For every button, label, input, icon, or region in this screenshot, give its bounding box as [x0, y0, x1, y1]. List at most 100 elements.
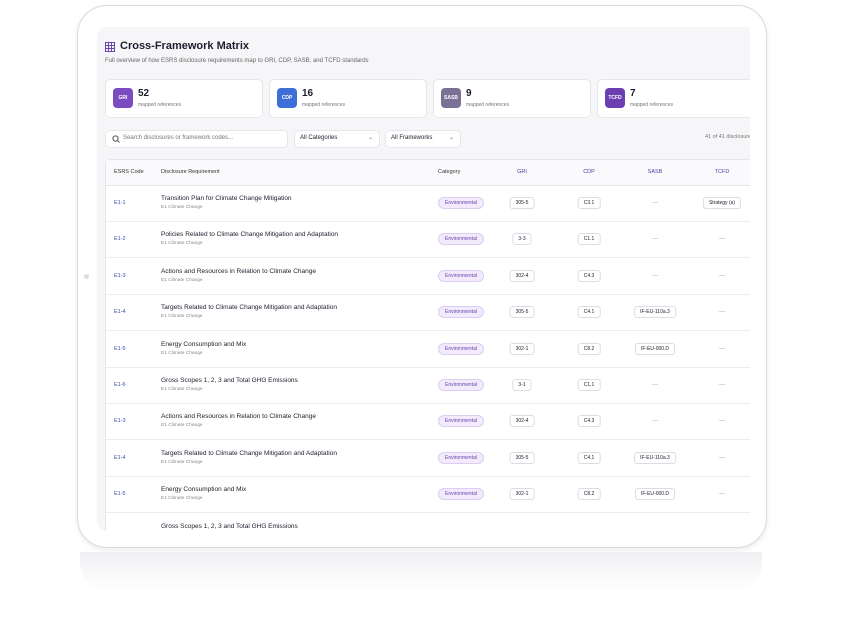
- requirement: Transition Plan for Climate Change Mitig…: [161, 195, 292, 202]
- code-pill: IF-EU-000.D: [634, 488, 676, 501]
- code-pill: C3.1: [577, 197, 601, 209]
- code-pill: C4.1: [577, 451, 601, 464]
- esrs-code: E1-4: [114, 454, 126, 461]
- row-divider: [106, 512, 750, 514]
- esrs-code: E1-6: [114, 382, 126, 388]
- empty-cell: —: [719, 309, 725, 316]
- topic: E1 Climate Change: [161, 241, 203, 247]
- row-divider: [106, 475, 750, 477]
- category-pill: Environmental: [438, 379, 484, 391]
- screen: Cross-Framework Matrix Full overview of …: [97, 27, 750, 531]
- code-pill: C8.2: [577, 488, 601, 501]
- requirement: Energy Consumption and Mix: [161, 486, 247, 494]
- empty-cell: —: [719, 382, 725, 388]
- empty-cell: —: [719, 236, 725, 243]
- column-header: Disclosure Requirement: [161, 169, 220, 175]
- esrs-code: E1-5: [114, 345, 126, 352]
- code-pill: 302-1: [509, 488, 535, 501]
- row-divider: [106, 257, 750, 259]
- code-pill: C4.3: [577, 269, 601, 282]
- header-row: [106, 160, 750, 186]
- code-pill: Strategy (a): [702, 197, 742, 209]
- category-pill: Environmental: [438, 197, 484, 209]
- stat-card: SASB 9 mapped references: [433, 79, 591, 118]
- topic: E1 Climate Change: [161, 423, 203, 429]
- reflection: [80, 552, 762, 592]
- search[interactable]: Search disclosures or framework codes...: [105, 130, 288, 148]
- empty-cell: —: [652, 236, 658, 243]
- requirement: Targets Related to Climate Change Mitiga…: [161, 449, 337, 457]
- requirement: Actions and Resources in Relation to Cli…: [161, 413, 317, 421]
- code-pill: 305-5: [509, 306, 535, 319]
- requirement: Energy Consumption and Mix: [161, 340, 247, 348]
- stat-badge: TCFD: [605, 88, 625, 108]
- column-header: TCFD: [714, 169, 730, 175]
- stat-label: mapped references: [138, 102, 182, 108]
- requirement: Targets Related to Climate Change Mitiga…: [161, 304, 337, 312]
- code-pill: 302-4: [509, 415, 535, 428]
- requirement: Policies Related to Climate Change Mitig…: [161, 231, 339, 239]
- code-pill: C8.2: [577, 342, 601, 355]
- stat-label: mapped references: [630, 102, 674, 108]
- filter-dropdown[interactable]: All Frameworks ⌄: [385, 130, 461, 148]
- code-pill: 3-3: [512, 233, 532, 246]
- stat-count: 7: [630, 88, 636, 99]
- chevron: ⌄: [367, 135, 373, 141]
- code-pill: IF-EU-110a.3: [634, 451, 676, 464]
- filter-label: All Frameworks: [391, 135, 433, 141]
- empty-cell: —: [652, 200, 658, 206]
- esrs-code: E1-1: [114, 200, 126, 206]
- category-pill: Environmental: [438, 269, 484, 282]
- row-divider: [106, 403, 750, 404]
- empty-cell: —: [719, 345, 725, 352]
- topic: E1 Climate Change: [161, 387, 203, 392]
- category-pill: Environmental: [438, 306, 484, 319]
- column-header: CDP: [583, 169, 595, 175]
- requirement: Gross Scopes 1, 2, 3 and Total GHG Emiss…: [161, 522, 298, 530]
- stat-badge: CDP: [277, 88, 297, 108]
- requirement: Actions and Resources in Relation to Cli…: [161, 267, 317, 275]
- code-pill: 302-4: [509, 269, 535, 282]
- row-divider: [106, 366, 750, 368]
- esrs-code: E1-5: [114, 491, 126, 498]
- row-divider: [106, 330, 750, 332]
- empty-cell: —: [652, 382, 658, 388]
- topic: E1 Climate Change: [161, 205, 203, 210]
- search-placeholder: Search disclosures or framework codes...: [123, 135, 234, 141]
- empty-cell: —: [719, 454, 725, 461]
- camera: [84, 274, 89, 279]
- code-pill: 3-1: [512, 379, 532, 391]
- category-pill: Environmental: [438, 415, 484, 428]
- code-pill: IF-EU-000.D: [634, 342, 676, 355]
- esrs-code: E1-3: [114, 272, 126, 279]
- column-header: Category: [438, 169, 461, 175]
- title: Cross-Framework Matrix: [120, 40, 249, 52]
- topic: E1 Climate Change: [161, 459, 203, 465]
- empty-cell: —: [652, 272, 658, 279]
- category-pill: Environmental: [438, 233, 484, 246]
- requirement: Gross Scopes 1, 2, 3 and Total GHG Emiss…: [161, 377, 298, 384]
- column-header: ESRS Code: [114, 169, 144, 175]
- result-count: 41 of 41 disclosures: [705, 134, 750, 140]
- search-icon: [112, 135, 120, 143]
- topic: E1 Climate Change: [161, 496, 203, 502]
- category-pill: Environmental: [438, 342, 484, 355]
- stat-card: TCFD 7 mapped references: [597, 79, 750, 118]
- subtitle: Full overview of how ESRS disclosure req…: [105, 58, 369, 64]
- filter-dropdown[interactable]: All Categories ⌄: [294, 130, 380, 148]
- code-pill: 302-1: [509, 342, 535, 355]
- topic: E1 Climate Change: [161, 350, 203, 356]
- grid-icon: [105, 42, 115, 52]
- stat-count: 16: [302, 88, 314, 99]
- stat-label: mapped references: [302, 102, 346, 108]
- empty-cell: —: [652, 418, 658, 425]
- code-pill: C1.1: [577, 379, 601, 391]
- stat-badge: SASB: [441, 88, 461, 108]
- empty-cell: —: [719, 418, 725, 425]
- row-divider: [106, 221, 750, 222]
- category-pill: Environmental: [438, 451, 484, 464]
- row-divider: [106, 293, 750, 295]
- code-pill: 305-5: [509, 451, 535, 464]
- column-header: SASB: [647, 169, 663, 175]
